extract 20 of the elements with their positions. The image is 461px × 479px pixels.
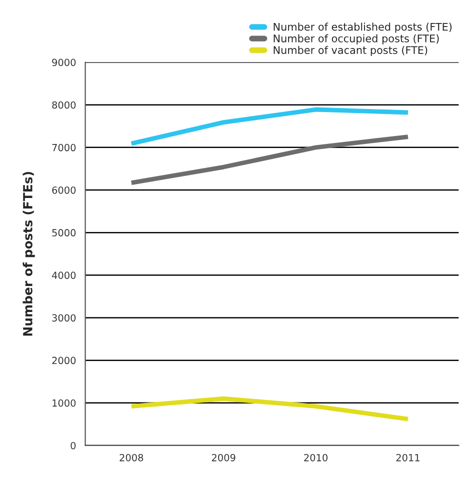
legend-label: Number of occupied posts (FTE) [274, 34, 439, 44]
y-tick-label: 0 [70, 442, 76, 450]
y-axis-title: Number of posts (FTEs) [22, 172, 35, 336]
y-tick-label: 3000 [52, 314, 76, 322]
y-tick-label: 4000 [52, 272, 76, 279]
y-tick-label: 2000 [52, 356, 76, 364]
y-tick-label: 9000 [52, 58, 76, 66]
x-tick-label: 2009 [212, 454, 236, 462]
y-tick-label: 8000 [52, 101, 76, 109]
x-tick-label: 2011 [396, 454, 420, 462]
y-tick-label: 6000 [52, 186, 76, 194]
y-tick-label: 5000 [52, 229, 76, 236]
line-series [129, 134, 410, 185]
legend-label: Number of vacant posts (FTE) [274, 46, 428, 56]
legend-label: Number of established posts (FTE) [274, 22, 452, 33]
line-series [129, 107, 410, 146]
x-tick-label: 2010 [304, 454, 328, 462]
y-tick-label: 7000 [52, 144, 76, 152]
y-tick-label: 1000 [52, 399, 76, 407]
x-tick-label: 2008 [120, 454, 144, 462]
